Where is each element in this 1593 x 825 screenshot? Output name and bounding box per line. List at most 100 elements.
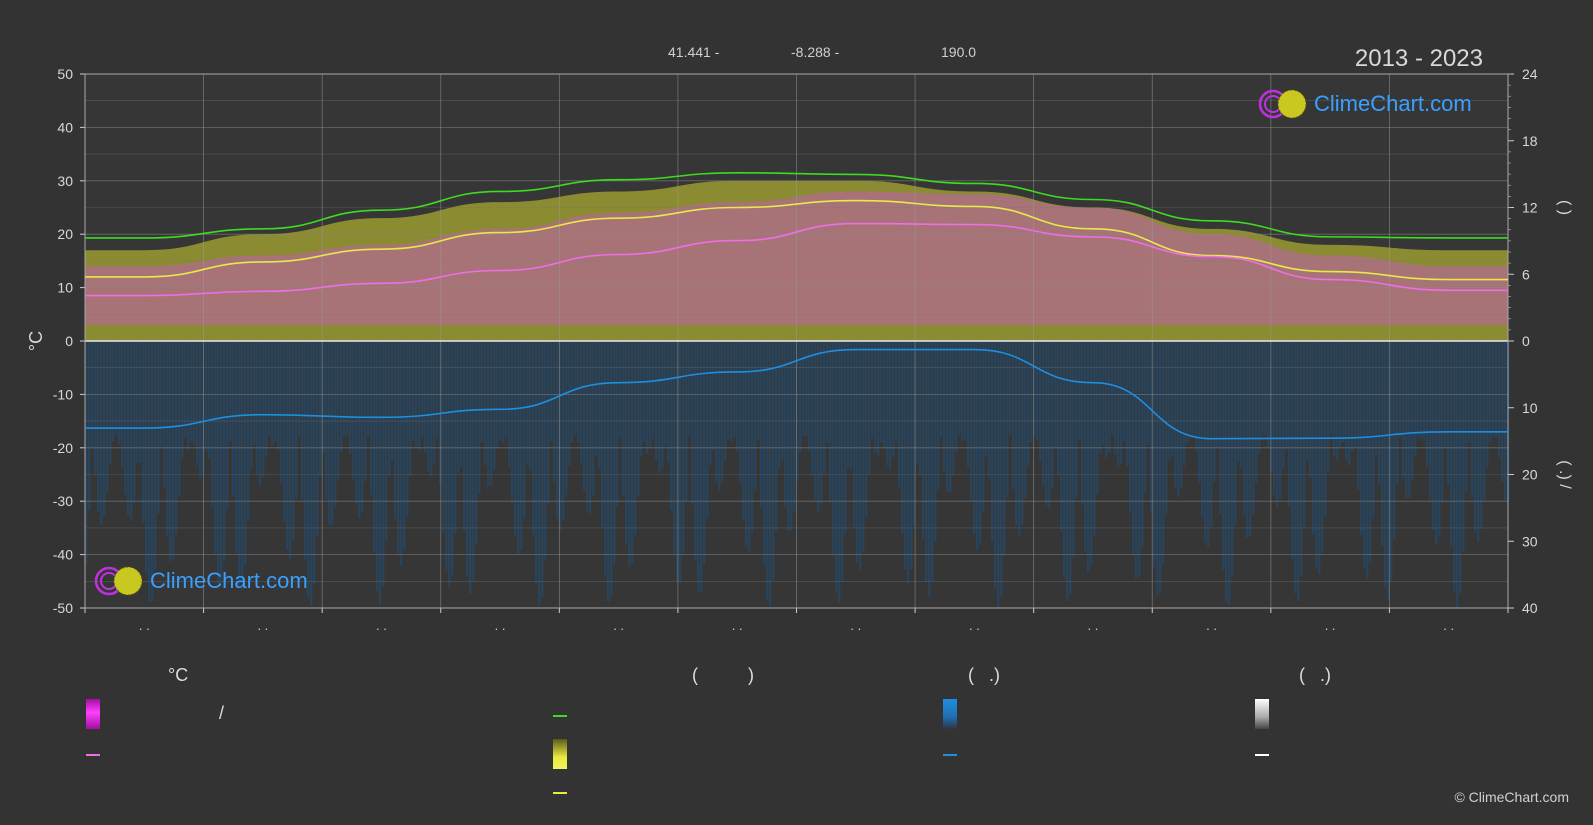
rain-bar (778, 341, 781, 470)
rain-bar (1198, 341, 1201, 484)
rain-bar (715, 341, 718, 482)
rain-bar (1423, 341, 1426, 442)
rain-bar (370, 341, 373, 496)
rain-bar (1003, 341, 1006, 557)
rain-bar (1087, 341, 1090, 573)
rain-bar (1291, 341, 1294, 559)
rain-bar (457, 341, 460, 473)
rain-bar (718, 341, 721, 492)
rain-bar (679, 341, 682, 583)
rain-bar (1021, 341, 1024, 525)
rain-bar (424, 341, 427, 453)
rain-bar (268, 341, 271, 436)
rain-bar (772, 341, 775, 581)
precipitation-line (84, 348, 1508, 440)
legend-temp-slash: / (219, 703, 225, 723)
rain-bar (664, 341, 667, 447)
rain-bar (88, 341, 91, 511)
rain-bar (625, 341, 628, 545)
rain-bar (1078, 341, 1081, 440)
logo-bottom[interactable]: ClimeChart.com (94, 565, 308, 597)
rain-bar (484, 341, 487, 466)
rain-bar (382, 341, 385, 587)
rain-bar (1477, 341, 1480, 543)
rain-bar (1498, 341, 1501, 458)
rain-bar (730, 341, 733, 442)
y-right-top-tick-label: 24 (1522, 66, 1538, 82)
y-right-top-tick-label: 0 (1522, 333, 1530, 349)
rain-bar (1105, 341, 1108, 459)
rain-bar (1084, 341, 1087, 552)
logo-top[interactable]: ClimeChart.com (1258, 88, 1472, 120)
rain-bar (1186, 341, 1189, 444)
rain-bar (763, 341, 766, 565)
rain-bar (1435, 341, 1438, 545)
rain-bar (964, 341, 967, 440)
y-right-top-tick-label: 12 (1522, 200, 1538, 216)
rain-bar (1015, 341, 1018, 526)
rain-bar (802, 341, 805, 436)
legend-snow-line (1255, 754, 1269, 756)
rain-bar (1219, 341, 1222, 515)
rain-bar (676, 341, 679, 582)
rain-bar (541, 341, 544, 598)
x-tick-label: . . (850, 618, 861, 633)
rain-bar (1189, 341, 1192, 439)
rain-bar (160, 341, 163, 447)
rain-bar (1492, 341, 1495, 438)
rain-bar (748, 341, 751, 553)
rain-bar (475, 341, 478, 545)
rain-bar (952, 341, 955, 476)
rain-bar (1192, 341, 1195, 437)
rain-bar (1288, 341, 1291, 507)
rain-bar (757, 341, 760, 441)
rain-bar (592, 341, 595, 497)
y-right-bottom-axis-title: ( .) / (1556, 460, 1573, 489)
rain-bar (562, 341, 565, 521)
rain-bar (1399, 341, 1402, 438)
rain-bar (346, 341, 349, 437)
rain-bar (823, 341, 826, 475)
y-left-tick-label: -20 (53, 440, 73, 456)
rain-bar (568, 341, 571, 466)
rain-bar (1072, 341, 1075, 558)
rain-bar (1222, 341, 1225, 570)
legend-snow-swatch (1255, 699, 1269, 729)
rain-bar (1396, 341, 1399, 485)
rain-bar (322, 341, 325, 453)
rain-bar (445, 341, 448, 572)
rain-bar (286, 341, 289, 550)
rain-bar (889, 341, 892, 471)
rain-bar (862, 341, 865, 553)
rain-bar (607, 341, 610, 603)
rain-bar (247, 341, 250, 522)
rain-bar (472, 341, 475, 582)
rain-bar (232, 341, 235, 497)
rain-bar (529, 341, 532, 471)
rain-bar (151, 341, 154, 602)
rain-bar (874, 341, 877, 453)
rain-bar (859, 341, 862, 571)
rain-bar (181, 341, 184, 459)
rain-bar (1042, 341, 1045, 487)
y-left-tick-label: -10 (53, 386, 73, 402)
legend-snow-head: ( .) (1299, 665, 1331, 685)
rain-bar (1240, 341, 1243, 469)
rain-bar (775, 341, 778, 532)
rain-bar (1033, 341, 1036, 436)
rain-bar (193, 341, 196, 445)
rain-bar (877, 341, 880, 456)
rain-bar (169, 341, 172, 562)
rain-bar (166, 341, 169, 538)
rain-bar (580, 341, 583, 465)
rain-bar (295, 341, 298, 499)
rain-bar (1225, 341, 1228, 603)
rain-bar (1501, 341, 1504, 482)
rain-bar (1273, 341, 1276, 495)
rain-bar (658, 341, 661, 473)
rain-bar (1300, 341, 1303, 577)
rain-bar (97, 341, 100, 512)
rain-bar (826, 341, 829, 444)
rain-bar (1345, 341, 1348, 461)
rain-bar (1039, 341, 1042, 462)
